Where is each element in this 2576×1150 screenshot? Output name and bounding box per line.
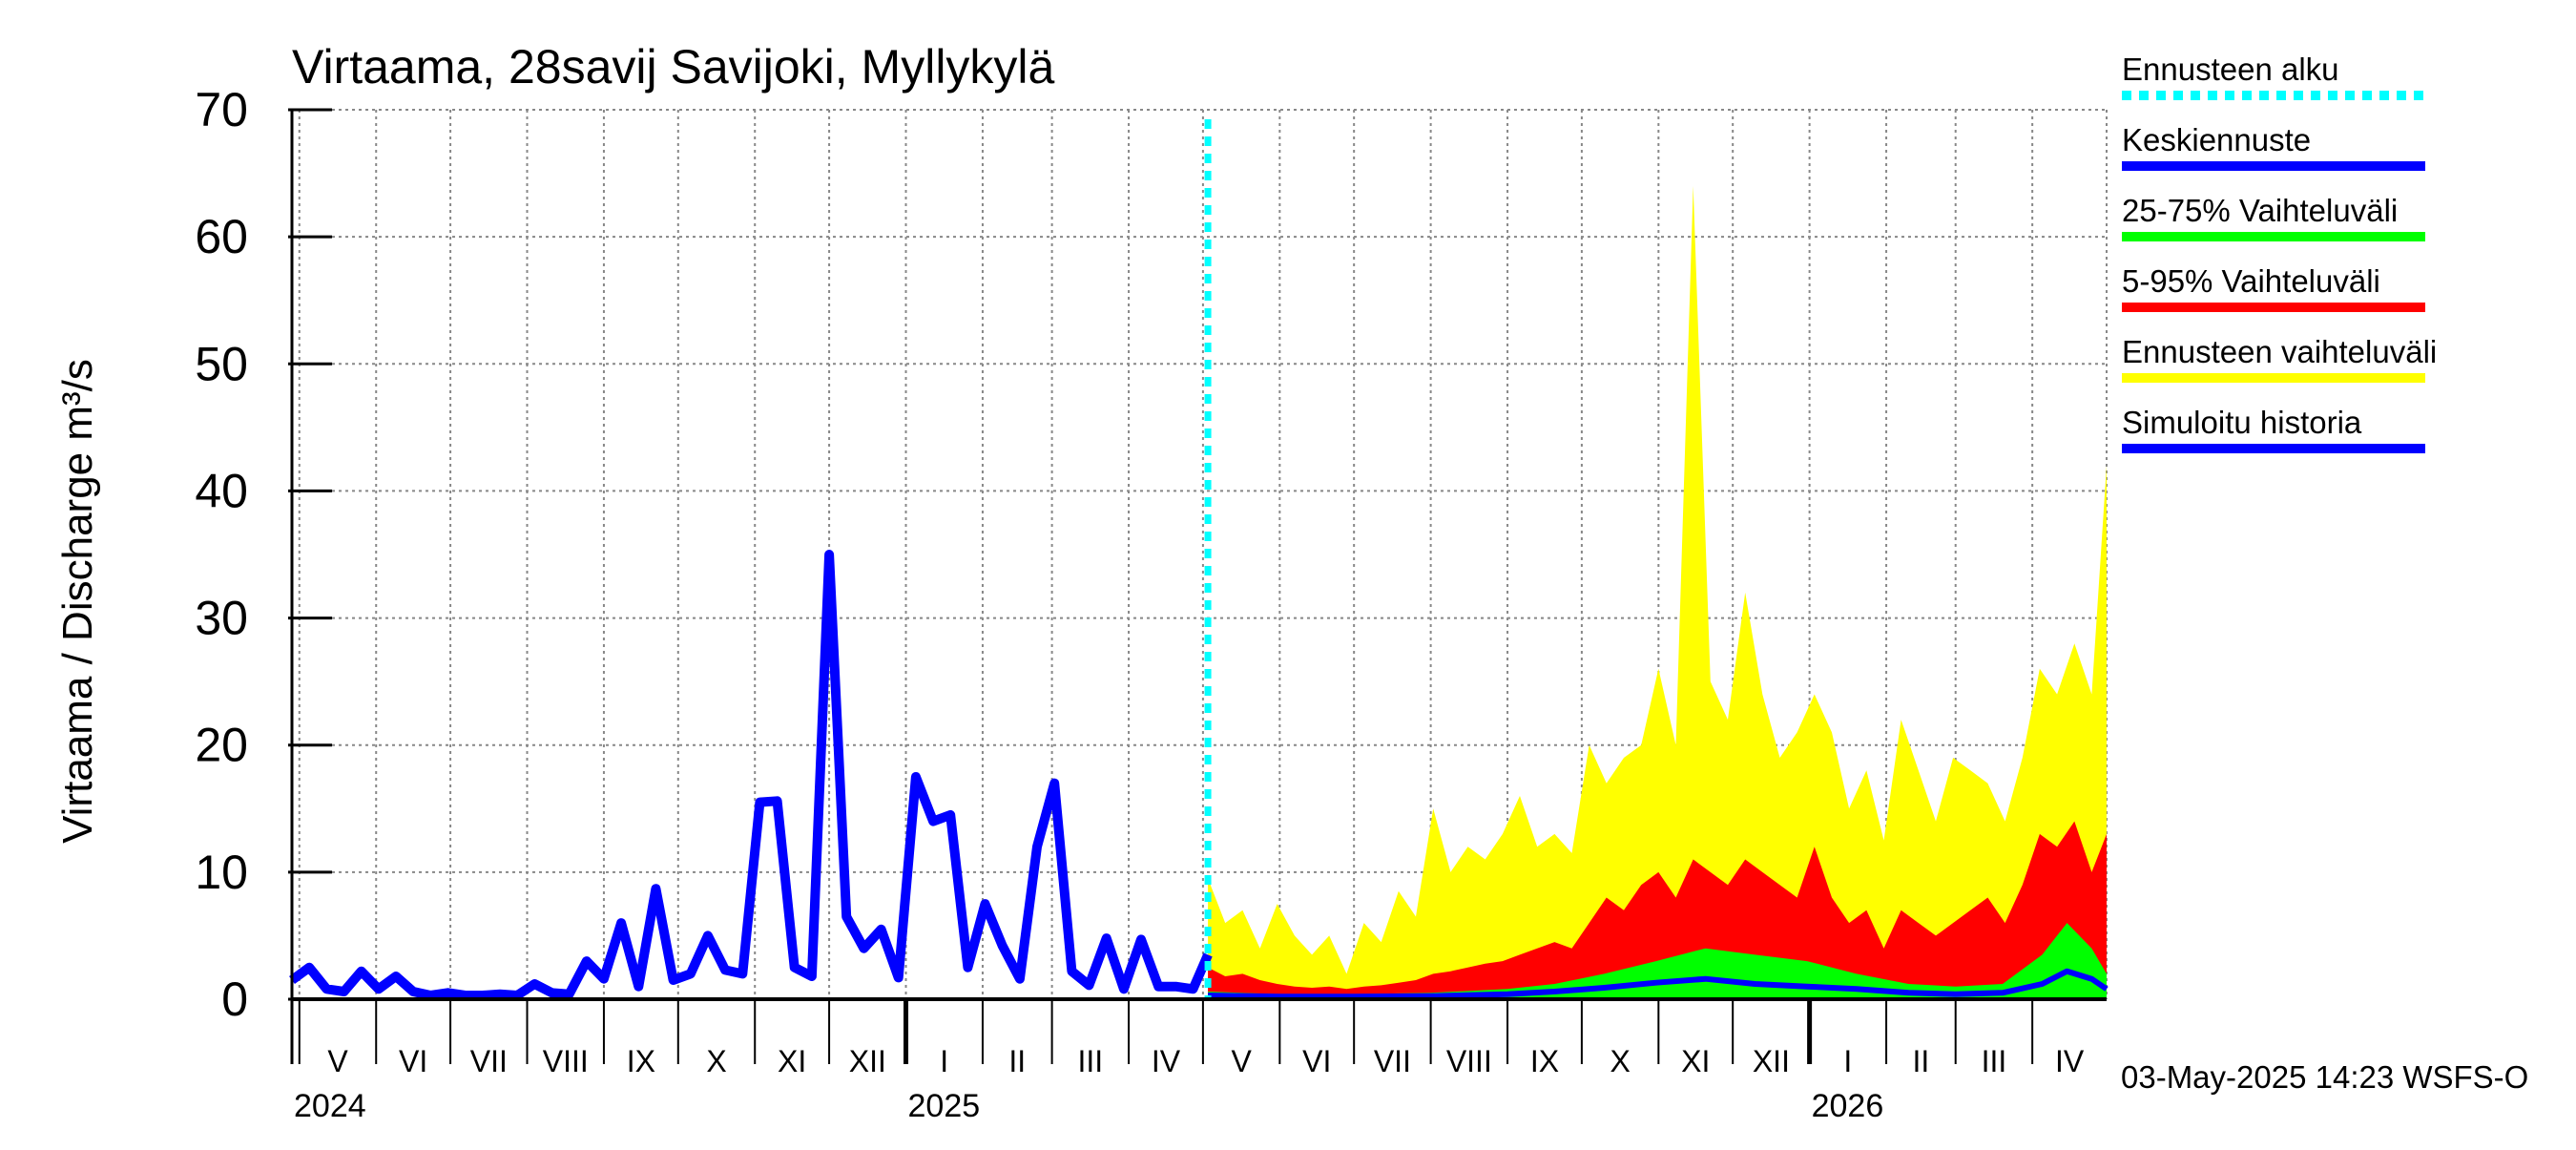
y-tick-label: 20 (195, 719, 248, 772)
month-label: VII (470, 1044, 508, 1078)
series-line-history (289, 550, 1213, 1000)
grid (292, 109, 2108, 999)
legend-label-mean: Keskiennuste (2122, 122, 2311, 157)
year-label: 2025 (908, 1088, 981, 1124)
chart-title: Virtaama, 28savij Savijoki, Myllykylä (292, 40, 1055, 94)
y-tick-label: 50 (195, 337, 248, 390)
y-axis-label: Virtaama / Discharge m³/s (54, 359, 101, 844)
month-label: XII (849, 1044, 886, 1078)
series-line-mean (1208, 968, 2109, 1000)
month-label: VII (1374, 1044, 1411, 1078)
legend: Ennusteen alku Keskiennuste 25-75% Vaihtel… (2122, 52, 2437, 453)
month-label: V (1231, 1044, 1252, 1078)
month-label: XI (778, 1044, 806, 1078)
y-tick-label: 60 (195, 210, 248, 263)
timestamp-label: 03-May-2025 14:23 WSFS-O (2121, 1059, 2528, 1095)
month-label: IX (1530, 1044, 1559, 1078)
month-label: V (327, 1044, 348, 1078)
y-tick-label: 40 (195, 464, 248, 517)
month-label: X (706, 1044, 726, 1078)
legend-label-forecast_start: Ennusteen alku (2122, 52, 2339, 87)
month-label: IV (1152, 1044, 1181, 1078)
month-label: VIII (1446, 1044, 1492, 1078)
series-area-p5_95 (1208, 821, 2107, 999)
month-label: II (1912, 1044, 1929, 1078)
month-label: XII (1753, 1044, 1790, 1078)
month-label: VI (399, 1044, 427, 1078)
year-label: 2026 (1812, 1088, 1884, 1124)
month-label: XI (1681, 1044, 1710, 1078)
y-tick-label: 30 (195, 592, 248, 645)
month-label: VIII (543, 1044, 589, 1078)
month-label: IV (2055, 1044, 2085, 1078)
month-label: III (1077, 1044, 1103, 1078)
legend-label-p5_95: 5-95% Vaihteluväli (2122, 263, 2380, 299)
series-area-p25_75 (1208, 923, 2107, 999)
year-label: 2024 (294, 1088, 366, 1124)
month-label: X (1610, 1044, 1630, 1078)
month-label: I (1843, 1044, 1852, 1078)
y-tick-label: 70 (195, 83, 248, 136)
y-tick-label: 10 (195, 846, 248, 899)
month-label: IX (627, 1044, 655, 1078)
legend-label-history: Simuloitu historia (2122, 405, 2362, 440)
legend-label-range: Ennusteen vaihteluväli (2122, 334, 2437, 369)
month-label: II (1008, 1044, 1026, 1078)
legend-label-p25_75: 25-75% Vaihteluväli (2122, 193, 2398, 228)
month-label: I (940, 1044, 948, 1078)
month-label: VI (1302, 1044, 1331, 1078)
data-layer (289, 119, 2109, 1000)
month-label: III (1982, 1044, 2007, 1078)
y-tick-label: 0 (221, 972, 248, 1026)
